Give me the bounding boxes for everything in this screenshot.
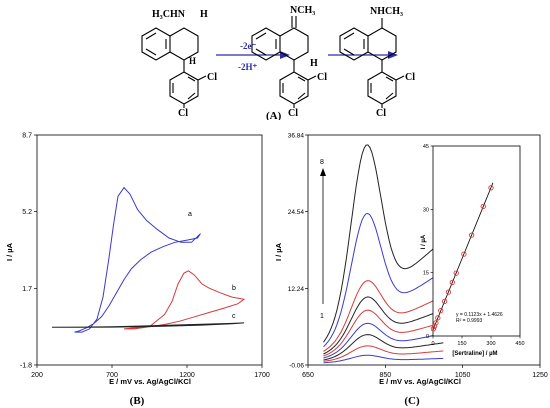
x-axis-label: E / mV vs. Ag/AgCl/KCl (109, 377, 191, 386)
inset-x-axis-label: [Sertraline] / µM (452, 351, 497, 357)
mol1-amine-label: H₃CHN (152, 9, 186, 20)
calibration-point (488, 185, 494, 191)
x-axis-label: E / mV vs. Ag/AgCl/KCl (379, 377, 461, 386)
inset-equation: y = 0.1123x + 1.4626 (456, 312, 503, 318)
mol2-imine-label: NCH₃ (290, 5, 315, 16)
mol1-h2-label: H (189, 56, 196, 66)
x-tick-label: 1250 (532, 372, 548, 379)
molecule-imine (251, 16, 317, 108)
y-tick-label: 1.7 (22, 286, 32, 293)
differential-pulse-voltammogram-chart: 650 850 1050 1250 -0.06 12.24 24.54 36.84 8 1 0… (275, 133, 548, 408)
calibration-point (445, 289, 452, 295)
calibration-inset: 0 150 300 450 0 15 30 45 y = 0.1123x + 1.4626 R… (421, 144, 525, 357)
calibration-point (430, 326, 437, 332)
mol2-cl2-label: Cl (288, 108, 298, 119)
mol3-cl2-label: Cl (376, 108, 386, 119)
y-tick-label: 36.84 (288, 133, 305, 140)
calibration-point (441, 298, 448, 305)
x-tick-label: 1700 (254, 372, 270, 379)
x-tick-label: 850 (379, 372, 391, 379)
arrow1-protons-label: -2H⁺ (238, 62, 257, 72)
panel-label-b: (B) (130, 395, 145, 407)
cyclic-voltammogram-chart: 200 700 1200 1700 -1.8 1.7 5.2 8.7 a b c E / mV… (5, 133, 270, 408)
inset-y-tick-label: 0 (426, 334, 429, 340)
dpv-series-4 (323, 322, 444, 359)
x-tick-label: 200 (31, 372, 43, 379)
mol1-cl1-label: Cl (207, 72, 217, 83)
concentration-arrow (320, 168, 326, 304)
inset-frame (432, 145, 521, 337)
dpv-series-5 (323, 309, 444, 357)
y-axis-label: I / µA (275, 242, 283, 261)
mol1-h-label: H (200, 9, 208, 20)
calibration-point (433, 320, 439, 326)
dpv-series-8a (323, 212, 444, 348)
curve-label-c: c (232, 313, 236, 320)
reaction-scheme: H₃CHN H H Cl Cl -2e⁻ -2H⁺ NCH₃ H Cl Cl (141, 5, 415, 120)
x-tick-label: 1050 (455, 372, 471, 379)
mol3-amine-label: NHCH₃ (370, 6, 403, 17)
y-tick-label: 5.2 (22, 209, 32, 216)
calibration-point (431, 323, 438, 329)
inset-y-axis-label: I / µA (421, 234, 427, 249)
calibration-point (435, 315, 441, 321)
cv-series-a (74, 186, 201, 333)
calibration-point (461, 251, 467, 257)
plot-frame (307, 134, 541, 366)
y-tick-label: -1.8 (20, 363, 32, 370)
arrow-label-bottom: 1 (320, 313, 324, 320)
arrow1-electrons-label: -2e⁻ (240, 41, 256, 51)
calibration-point (469, 232, 475, 238)
cv-series-b (123, 270, 246, 330)
molecule-sertraline (141, 27, 207, 108)
calibration-point (453, 270, 459, 276)
mol2-cl1-label: Cl (317, 72, 327, 83)
inset-x-tick-label: 450 (515, 341, 524, 347)
tautomerization-arrow (328, 51, 398, 59)
molecule-enamine (339, 18, 405, 108)
dpv-series-6 (323, 296, 444, 355)
inset-r-squared: R² = 0.9993 (456, 318, 482, 324)
y-tick-label: -0.06 (289, 363, 304, 370)
inset-y-tick-label: 45 (423, 144, 429, 150)
y-axis-label: I / µA (5, 242, 14, 261)
scheme-panel-label: (A) (266, 110, 282, 120)
inset-y-tick-label: 15 (423, 271, 429, 277)
dpv-series-3 (323, 334, 444, 361)
y-tick-label: 12.24 (288, 286, 305, 293)
dpv-series-2 (323, 345, 444, 362)
cv-series-c (51, 322, 245, 328)
dpv-series-1 (323, 354, 444, 364)
inset-x-tick-label: 0 (431, 341, 434, 347)
x-tick-label: 650 (302, 372, 314, 379)
inset-x-tick-label: 300 (486, 341, 495, 347)
x-tick-label: 700 (106, 372, 118, 379)
calibration-point (438, 308, 444, 314)
x-tick-label: 1200 (179, 372, 195, 379)
calibration-point (449, 279, 455, 286)
inset-x-tick-label: 150 (457, 341, 466, 347)
dpv-series-7 (323, 280, 444, 352)
y-tick-label: 24.54 (288, 209, 305, 216)
mol2-h-label: H (310, 58, 318, 69)
calibration-point (480, 203, 486, 210)
panel-label-c: (C) (404, 395, 420, 407)
mol3-cl1-label: Cl (405, 72, 415, 83)
inset-y-tick-label: 30 (423, 207, 429, 213)
dpv-series-8 (323, 144, 444, 343)
arrow-label-top: 8 (320, 159, 324, 166)
y-tick-label: 8.7 (22, 133, 32, 140)
curve-label-b: b (232, 285, 236, 292)
plot-frame (36, 134, 263, 366)
mol1-cl2-label: Cl (178, 108, 188, 119)
curve-label-a: a (188, 211, 192, 218)
